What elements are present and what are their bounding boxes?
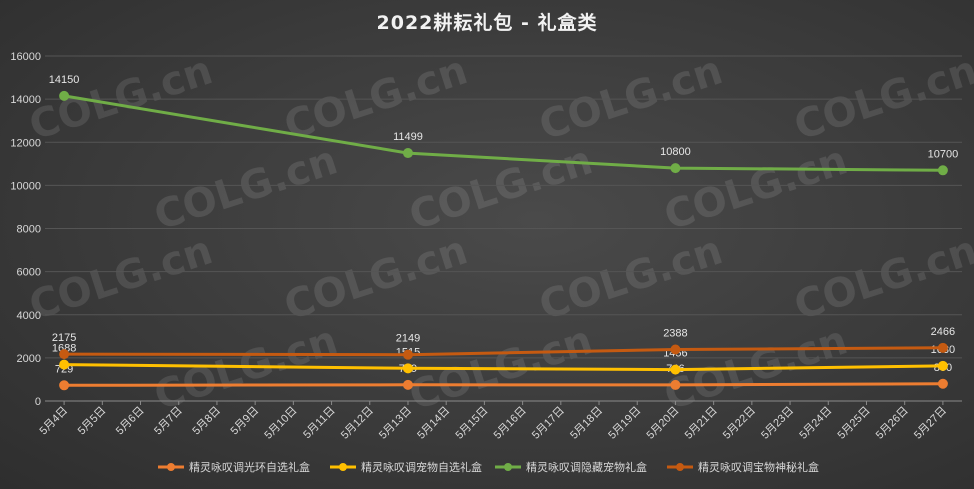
x-tick-label: 5月23日	[759, 405, 796, 442]
legend-label: 精灵咏叹调宝物神秘礼盒	[698, 460, 819, 474]
x-tick-label: 5月18日	[568, 405, 605, 442]
y-tick-label: 0	[35, 396, 41, 408]
x-tick-label: 5月16日	[492, 405, 529, 442]
watermark: COLG.cn	[534, 47, 728, 149]
watermark: COLG.cn	[149, 137, 343, 239]
data-point	[402, 363, 413, 374]
y-tick-label: 16000	[10, 51, 41, 63]
x-tick-label: 5月13日	[377, 405, 414, 442]
data-label: 11499	[393, 131, 423, 143]
x-tick-label: 5月11日	[301, 405, 337, 441]
x-tick-label: 5月4日	[38, 405, 71, 438]
data-point	[670, 364, 681, 375]
data-point	[937, 165, 948, 176]
x-tick-label: 5月8日	[190, 405, 223, 438]
y-tick-label: 4000	[17, 310, 41, 322]
y-tick-label: 8000	[17, 224, 41, 236]
legend-swatch-marker	[504, 463, 512, 471]
x-tick-label: 5月12日	[339, 405, 376, 442]
series-line	[62, 94, 945, 172]
y-tick-label: 14000	[10, 94, 41, 106]
x-tick-label: 5月10日	[262, 405, 299, 442]
x-tick-label: 5月20日	[645, 405, 682, 442]
watermark: COLG.cn	[534, 227, 728, 329]
series-line	[62, 382, 945, 387]
x-tick-label: 5月19日	[606, 405, 643, 442]
legend-swatch-marker	[676, 463, 684, 471]
x-tick-label: 5月27日	[912, 405, 949, 442]
data-label: 2466	[931, 326, 955, 338]
watermark: COLG.cn	[24, 47, 218, 149]
x-tick-label: 5月22日	[721, 405, 758, 442]
data-point	[402, 148, 413, 159]
x-tick-label: 5月5日	[76, 405, 109, 438]
legend-label: 精灵咏叹调光环自选礼盒	[189, 460, 310, 474]
data-point	[937, 360, 948, 371]
x-tick-label: 5月6日	[114, 405, 147, 438]
y-tick-label: 2000	[17, 353, 41, 365]
legend-label: 精灵咏叹调隐藏宠物礼盒	[526, 460, 647, 474]
data-label: 10800	[660, 146, 691, 158]
x-tick-label: 5月24日	[797, 405, 834, 442]
y-tick-label: 6000	[17, 267, 41, 279]
data-point	[59, 90, 70, 101]
data-label: 1688	[52, 343, 76, 355]
x-tick-label: 5月15日	[453, 405, 490, 442]
data-point	[670, 163, 681, 174]
legend-swatch-marker	[339, 463, 347, 471]
data-label: 2149	[396, 333, 420, 345]
data-label: 10700	[928, 148, 959, 160]
x-tick-label: 5月26日	[874, 405, 911, 442]
watermark: COLG.cn	[24, 227, 218, 329]
data-point	[670, 379, 681, 390]
watermark: COLG.cn	[279, 47, 473, 149]
legend-label: 精灵咏叹调宠物自选礼盒	[361, 460, 482, 474]
watermark: COLG.cn	[404, 137, 598, 239]
data-point	[59, 349, 70, 360]
data-point	[670, 344, 681, 355]
data-point	[402, 349, 413, 360]
series-line	[62, 363, 945, 372]
data-point	[937, 378, 948, 389]
x-tick-label: 5月25日	[836, 405, 873, 442]
x-tick-label: 5月9日	[229, 405, 262, 438]
y-tick-label: 12000	[10, 137, 41, 149]
x-tick-label: 5月17日	[530, 405, 567, 442]
chart-title: 2022耕耘礼包 - 礼盒类	[376, 12, 598, 34]
data-label: 2175	[52, 332, 76, 344]
data-point	[937, 342, 948, 353]
data-label: 2388	[663, 328, 687, 340]
watermark: COLG.cn	[789, 47, 974, 149]
data-point	[59, 359, 70, 370]
legend-swatch-marker	[167, 463, 175, 471]
series-line	[62, 346, 945, 357]
y-tick-label: 10000	[10, 180, 41, 192]
data-point	[59, 380, 70, 391]
watermark: COLG.cn	[789, 227, 974, 329]
data-label: 14150	[49, 74, 80, 86]
watermark: COLG.cn	[279, 227, 473, 329]
data-point	[402, 379, 413, 390]
